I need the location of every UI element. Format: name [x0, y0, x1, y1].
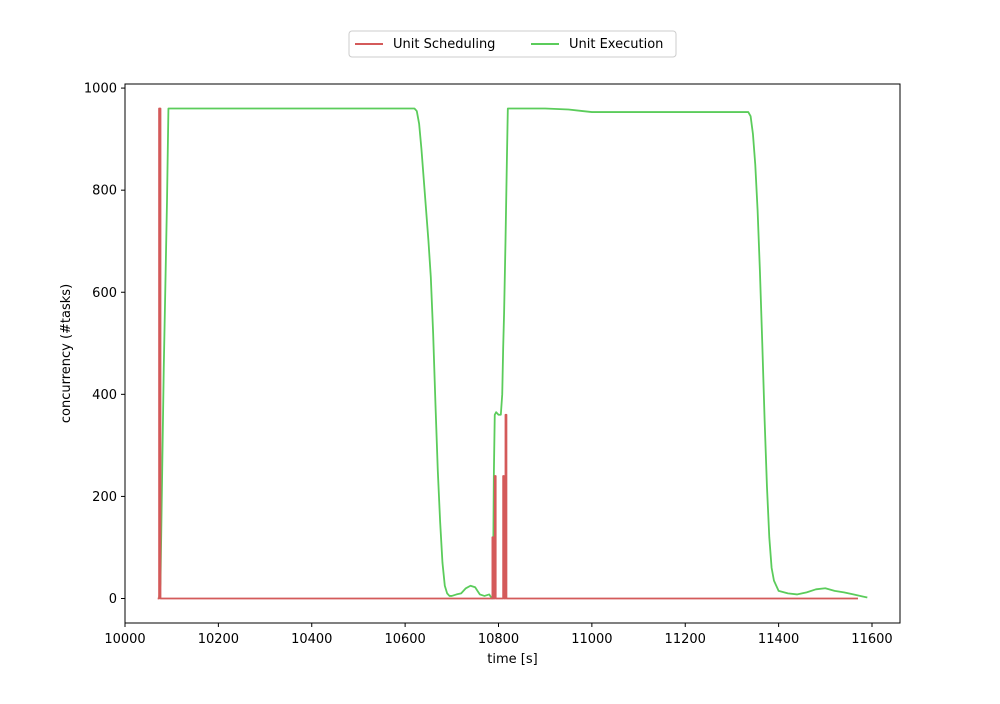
legend-label-unit-execution: Unit Execution: [569, 37, 663, 52]
x-axis-label: time [s]: [487, 652, 537, 667]
axis-ticks: 10000 10200 10400 10600 10800 11000 11200 11400…: [84, 82, 893, 647]
legend-label-unit-scheduling: Unit Scheduling: [393, 37, 495, 52]
x-tick-label: 10400: [291, 632, 332, 647]
y-tick-label: 600: [92, 286, 117, 301]
y-tick-label: 800: [92, 184, 117, 199]
series-line-unit-scheduling: [157, 107, 858, 600]
y-tick-label: 400: [92, 388, 117, 403]
x-tick-label: 10200: [198, 632, 239, 647]
legend: Unit Scheduling Unit Execution: [348, 30, 677, 58]
y-axis-label: concurrency (#tasks): [59, 284, 74, 423]
x-tick-label: 11600: [851, 632, 892, 647]
y-tick-label: 1000: [84, 82, 117, 97]
x-tick-label: 10000: [104, 632, 145, 647]
x-tick-label: 11200: [665, 632, 706, 647]
y-tick-label: 0: [109, 592, 117, 607]
x-tick-label: 10800: [478, 632, 519, 647]
legend-box: [348, 30, 677, 58]
x-tick-label: 11400: [758, 632, 799, 647]
plot-frame: [124, 83, 901, 624]
x-tick-label: 10600: [384, 632, 425, 647]
plot-series: [157, 107, 868, 600]
series-line-unit-execution: [158, 107, 868, 600]
y-tick-label: 200: [92, 490, 117, 505]
x-tick-label: 11000: [571, 632, 612, 647]
